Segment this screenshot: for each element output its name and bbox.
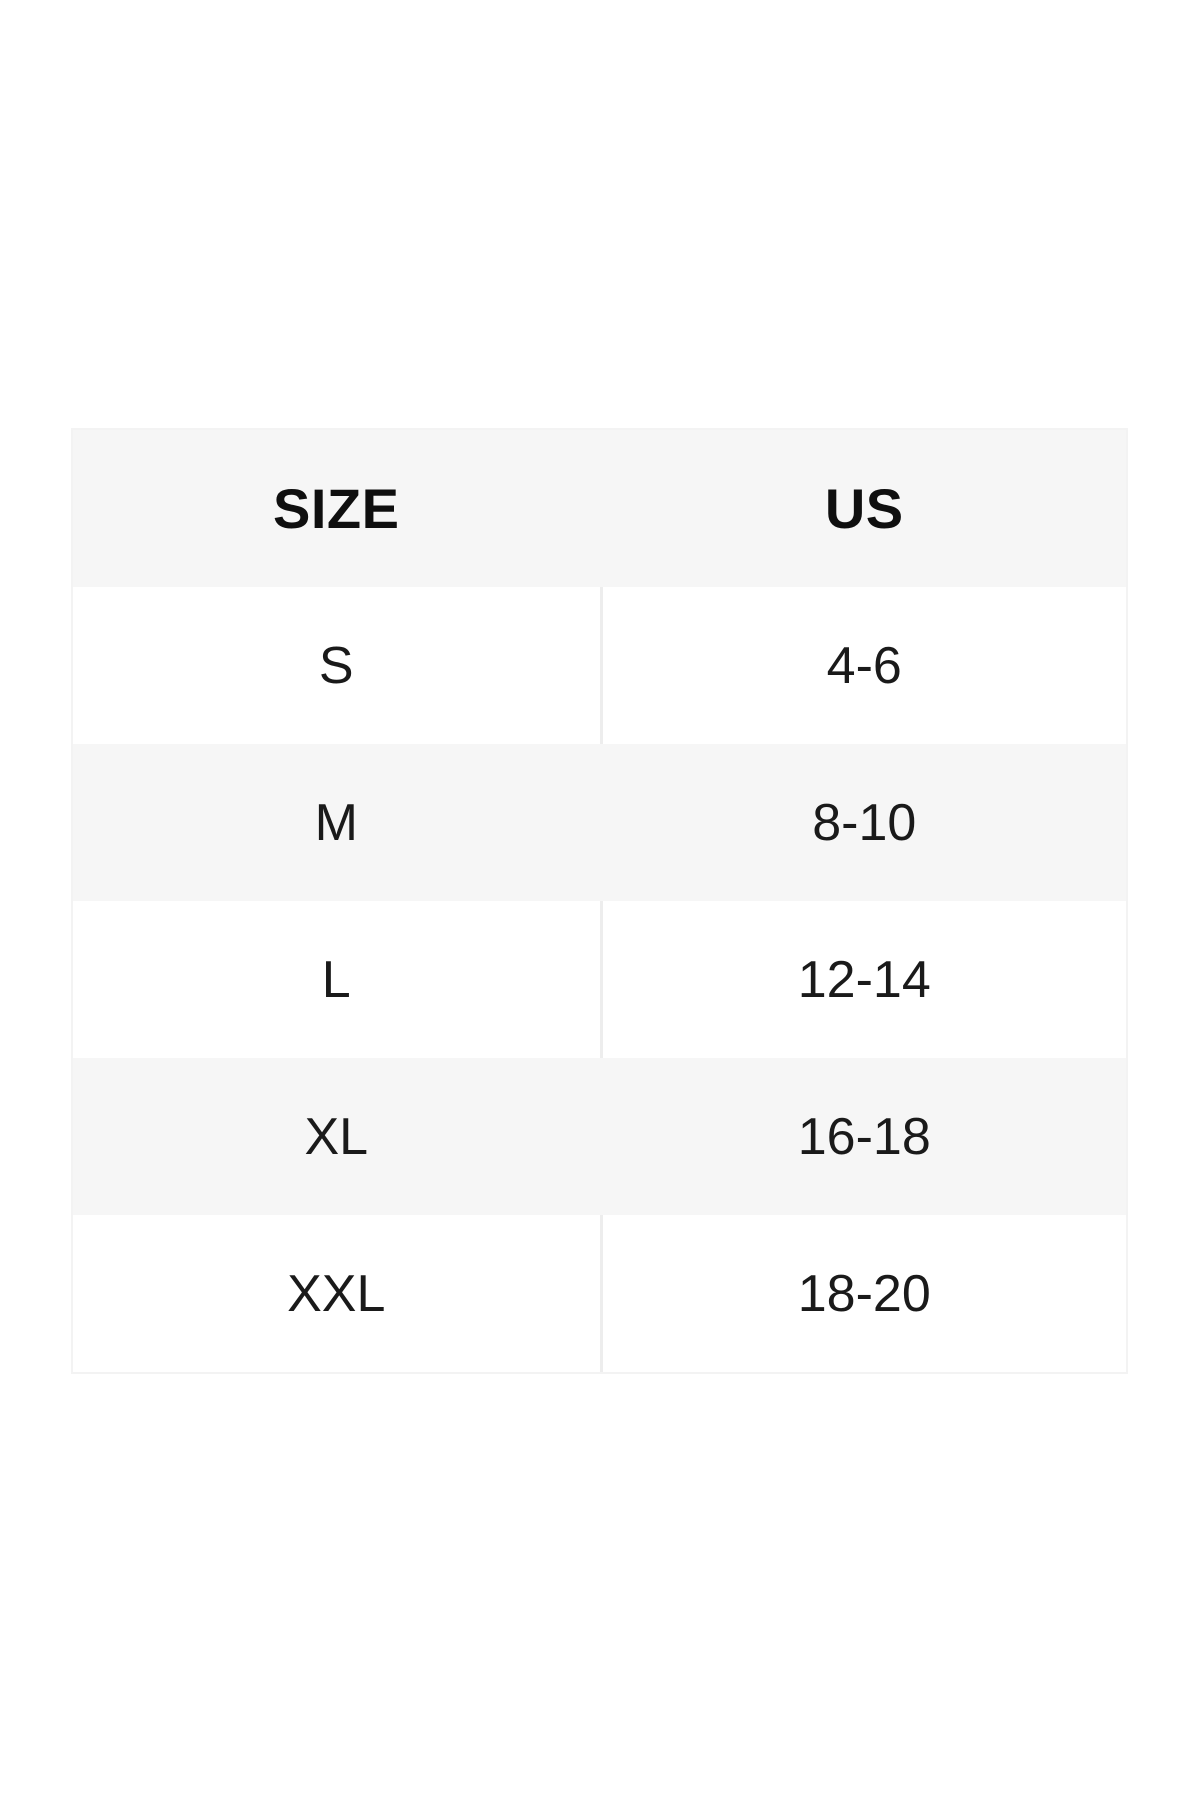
table-row-l: L 12-14: [73, 901, 1126, 1058]
table-row-s: S 4-6: [73, 587, 1126, 744]
us-cell: 4-6: [599, 587, 1127, 744]
us-cell: 18-20: [599, 1215, 1127, 1372]
column-header-us: US: [824, 477, 904, 540]
table-row-m: M 8-10: [73, 744, 1126, 901]
column-header-size: SIZE: [273, 477, 400, 540]
size-cell: S: [318, 636, 354, 695]
table-row-xl: XL 16-18: [73, 1058, 1126, 1215]
size-chart-header-row: SIZE US: [73, 430, 1126, 587]
table-row-xxl: XXL 18-20: [73, 1215, 1126, 1372]
us-cell: 8-10: [812, 793, 917, 852]
us-cell: 16-18: [797, 1107, 931, 1166]
size-cell: L: [321, 950, 351, 1009]
us-cell: 12-14: [599, 901, 1127, 1058]
size-cell: XL: [304, 1107, 369, 1166]
size-chart-table: SIZE US S 4-6 M 8-10 L 12-14 XL 16-18 XX…: [71, 428, 1128, 1374]
size-cell: M: [314, 793, 358, 852]
size-cell: XXL: [287, 1264, 386, 1323]
